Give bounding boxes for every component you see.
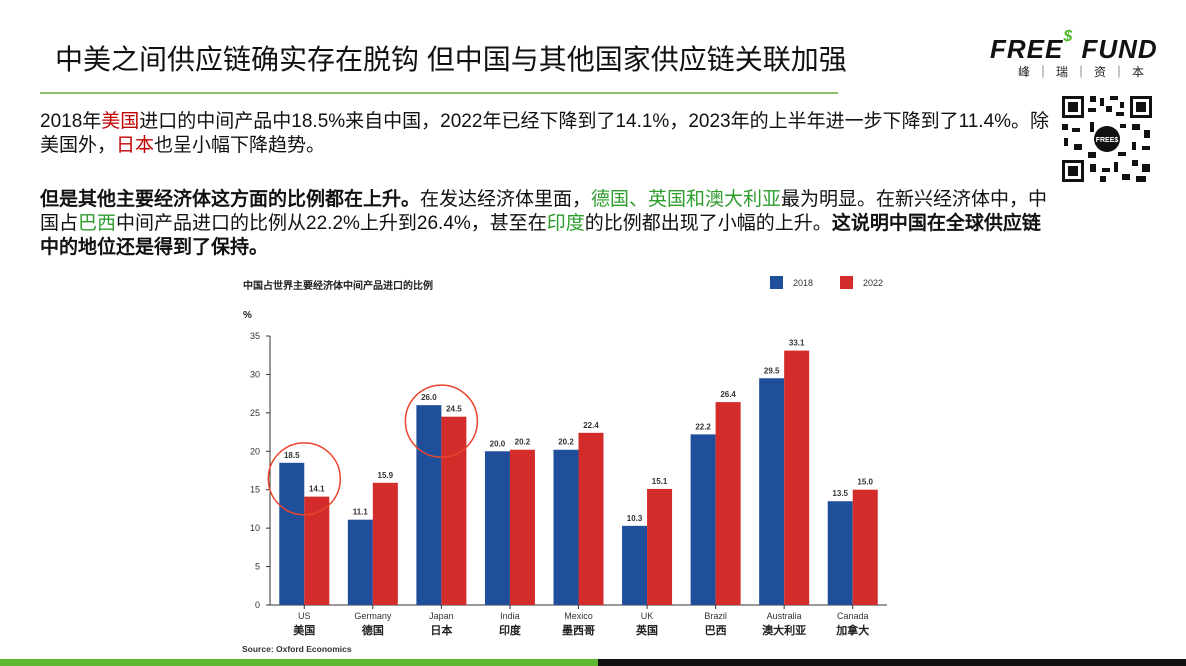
x-tick-label-en: Germany [354, 611, 392, 621]
data-label-2022-mexico: 22.4 [583, 421, 599, 430]
bar-2022-brazil [715, 402, 741, 605]
data-label-2022-brazil: 26.4 [720, 390, 736, 399]
x-tick-label-en: US [298, 611, 311, 621]
legend-label-2022: 2022 [863, 278, 883, 288]
paragraph-other-economies: 但是其他主要经济体这方面的比例都在上升。在发达经济体里面，德国、英国和澳大利亚最… [40, 189, 1048, 258]
bar-2022-mexico [578, 432, 604, 605]
slide-title: 中美之间供应链确实存在脱钩 但中国与其他国家供应链关联加强 [55, 44, 847, 75]
bar-2018-japan [416, 405, 442, 605]
x-tick-label-cn: 墨西哥 [562, 624, 595, 637]
logo-subtitle: 峰｜瑞｜资｜本 [1018, 65, 1152, 79]
bar-2018-us [279, 462, 305, 605]
data-label-2018-us: 18.5 [284, 451, 300, 460]
data-label-2022-japan: 24.5 [446, 405, 462, 414]
bar-2018-australia [759, 378, 785, 605]
y-tick-label: 30 [250, 369, 260, 379]
bar-2022-canada [852, 489, 878, 605]
title-divider [40, 92, 838, 94]
bar-2022-japan [441, 416, 467, 605]
svg-text:FREE$: FREE$ [1096, 137, 1119, 144]
x-tick-label-cn: 德国 [361, 623, 384, 637]
y-tick-label: 35 [250, 331, 260, 341]
chart-title: 中国占世界主要经济体中间产品进口的比例 [243, 279, 433, 292]
bar-2022-uk [647, 488, 673, 605]
y-axis-unit: % [243, 310, 252, 321]
bar-2018-india [484, 451, 510, 605]
paragraph-us-japan: 2018年美国进口的中间产品中18.5%来自中国，2022年已经下降到了14.1… [40, 111, 1050, 156]
x-tick-label-cn: 澳大利亚 [762, 623, 806, 637]
data-label-2018-india: 20.0 [490, 439, 506, 448]
logo-wordmark: FREE$ FUND [990, 28, 1158, 64]
x-tick-label-en: Japan [429, 611, 454, 621]
data-label-2018-brazil: 22.2 [695, 422, 711, 431]
x-tick-label-en: Brazil [704, 611, 727, 621]
x-tick-label-en: Canada [837, 611, 869, 621]
footer-bar-dark [598, 659, 1186, 666]
data-label-2018-australia: 29.5 [764, 366, 780, 375]
y-tick-label: 15 [250, 485, 260, 495]
bar-2018-germany [347, 519, 373, 605]
x-tick-label-en: Mexico [564, 611, 593, 621]
data-label-2018-germany: 11.1 [353, 508, 369, 517]
y-tick-label: 0 [255, 600, 260, 610]
legend-swatch-2022 [840, 276, 853, 289]
data-label-2022-us: 14.1 [309, 485, 325, 494]
x-tick-label-en: UK [641, 611, 654, 621]
y-tick-label: 20 [250, 446, 260, 456]
chart-source: Source: Oxford Economics [242, 644, 352, 654]
data-label-2018-canada: 13.5 [832, 489, 848, 498]
data-label-2022-canada: 15.0 [857, 478, 873, 487]
x-tick-label-cn: 加拿大 [835, 623, 869, 637]
y-tick-label: 5 [255, 562, 260, 572]
footer-bar-green [0, 659, 598, 666]
legend-swatch-2018 [770, 276, 783, 289]
data-label-2018-uk: 10.3 [627, 514, 643, 523]
data-label-2018-japan: 26.0 [421, 393, 437, 402]
bar-chart: 中国占世界主要经济体中间产品进口的比例 % 2018 2022 0 5 10 15 20… [215, 272, 927, 658]
x-tick-label-cn: 印度 [499, 623, 522, 637]
qr-code-icon: FREE$ [1060, 94, 1154, 184]
chart-container: 中国占世界主要经济体中间产品进口的比例 % 2018 2022 0 5 10 15 20… [215, 272, 927, 658]
data-label-2022-india: 20.2 [515, 438, 531, 447]
highlight-circle-japan [404, 384, 479, 458]
data-label-2022-australia: 33.1 [789, 339, 805, 348]
bar-2018-uk [622, 525, 648, 605]
bar-2018-mexico [553, 449, 579, 605]
bar-2022-germany [372, 482, 398, 605]
x-tick-label-en: India [500, 611, 520, 621]
x-tick-label-cn: 英国 [635, 623, 658, 637]
data-label-2022-germany: 15.9 [378, 471, 394, 480]
brand-logo: FREE$ FUND 峰｜瑞｜资｜本 [990, 28, 1160, 80]
bar-2018-brazil [690, 434, 716, 605]
bar-2022-australia [784, 350, 810, 605]
x-tick-label-cn: 巴西 [705, 624, 727, 637]
y-tick-label: 25 [250, 408, 260, 418]
x-tick-label-en: Australia [767, 611, 802, 621]
highlight-circle-us [267, 442, 342, 516]
y-tick-label: 10 [250, 523, 260, 533]
bar-2022-india [509, 449, 535, 605]
bar-2018-canada [827, 501, 853, 605]
x-tick-label-cn: 日本 [430, 623, 452, 637]
data-label-2018-mexico: 20.2 [558, 438, 574, 447]
legend-label-2018: 2018 [793, 278, 813, 288]
data-label-2022-uk: 15.1 [652, 477, 668, 486]
x-tick-label-cn: 美国 [293, 623, 315, 637]
